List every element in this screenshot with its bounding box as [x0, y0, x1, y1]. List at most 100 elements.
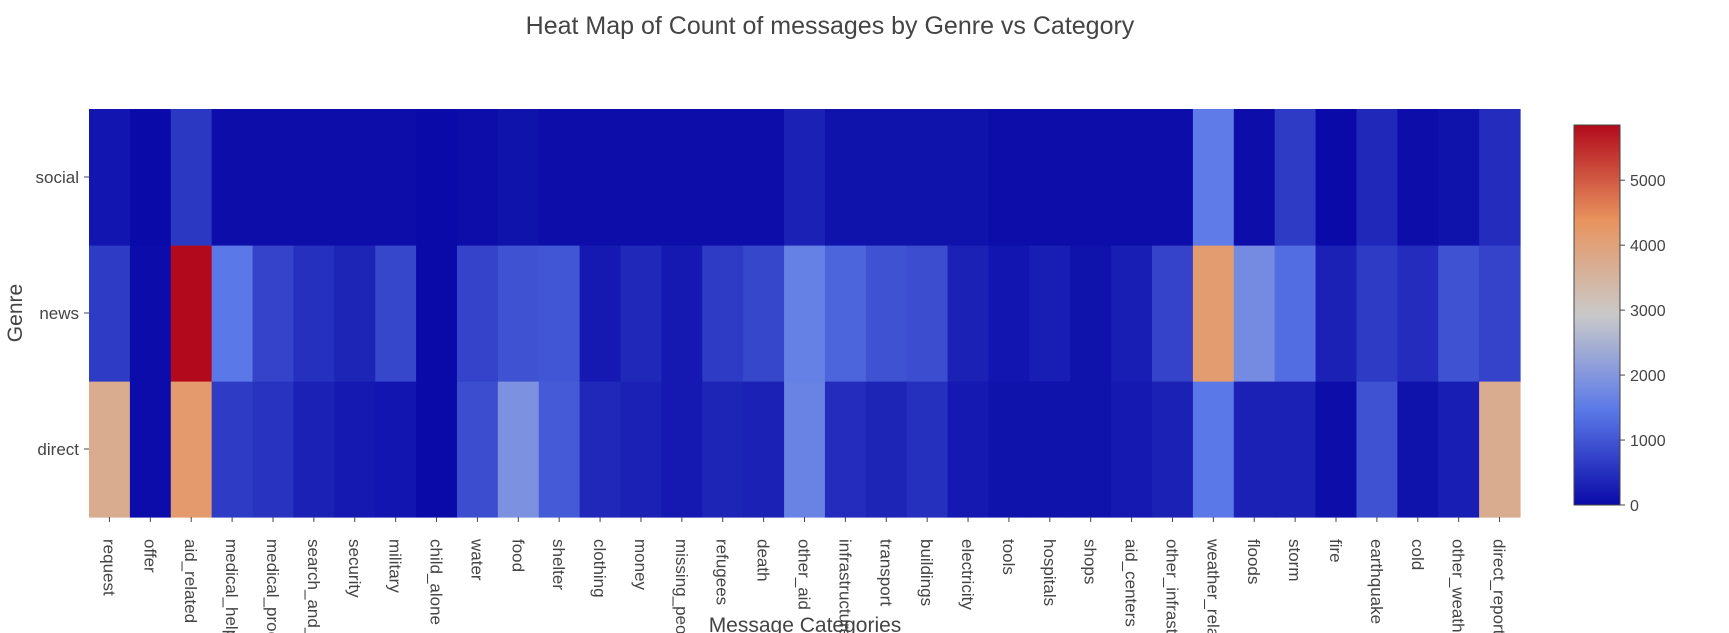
heatmap-cell-news-other_weather: [1438, 245, 1480, 382]
x-tick-label: buildings: [917, 539, 936, 606]
x-tick-label: weather_related: [1203, 538, 1222, 633]
heatmap-cell-direct-other_weather: [1438, 381, 1480, 518]
heatmap-cell-direct-medical_help: [211, 381, 254, 518]
heatmap-cell-direct-other_infrastructure: [1152, 381, 1194, 518]
heatmap-cell-direct-storm: [1274, 381, 1317, 518]
heatmap-cell-social-storm: [1274, 109, 1317, 246]
heatmap-cell-news-security: [334, 245, 376, 382]
heatmap-cell-direct-search_and_rescue: [293, 381, 335, 518]
colorbar-tick-label: 4000: [1630, 238, 1666, 255]
heatmap-cell-news-aid_centers: [1111, 245, 1153, 382]
heatmap-cell-news-other_infrastructure: [1152, 245, 1194, 382]
heatmap-cell-news-infrastructure_related: [824, 245, 867, 382]
x-tick-label: child_alone: [427, 539, 446, 625]
x-tick-label: medical_help: [222, 539, 241, 633]
heatmap-cell-social-other_weather: [1438, 109, 1480, 246]
heatmap-cell-social-water: [456, 109, 499, 246]
heatmap-cell-social-fire: [1315, 109, 1358, 246]
x-tick-label: death: [754, 539, 773, 582]
heatmap-cell-direct-water: [456, 381, 499, 518]
heatmap-cell-social-request: [89, 109, 131, 246]
x-tick-label: infrastructure_related: [835, 539, 854, 633]
heatmap-cell-news-medical_help: [211, 245, 254, 382]
heatmap-cell-direct-shops: [1070, 381, 1112, 518]
heatmap-cell-news-buildings: [906, 245, 949, 382]
x-axis-ticks: request offer aid_related medical_help medic…: [99, 517, 1509, 633]
y-tick-label: social: [36, 168, 79, 187]
heatmap-cell-direct-infrastructure_related: [824, 381, 867, 518]
heatmap-cell-social-other_aid: [784, 109, 826, 246]
heatmap-cell-news-medical_products: [252, 245, 295, 382]
heatmap-cell-news-refugees: [702, 245, 744, 382]
heatmap-cell-direct-medical_products: [252, 381, 295, 518]
heatmap-cell-news-offer: [129, 245, 172, 382]
y-axis-title: Genre: [4, 284, 27, 342]
heatmap-cell-news-missing_people: [661, 245, 703, 382]
heatmap-cell-news-cold: [1397, 245, 1439, 382]
heatmap-cell-direct-direct_report: [1479, 381, 1521, 518]
heatmap-cell-social-military: [375, 109, 417, 246]
heatmap-cell-direct-buildings: [906, 381, 949, 518]
x-tick-label: medical_products: [263, 539, 282, 633]
heatmap-cell-news-tools: [988, 245, 1030, 382]
heatmap-cell-social-cold: [1397, 109, 1439, 246]
x-tick-label: water: [467, 538, 486, 581]
heatmap-cell-direct-offer: [129, 381, 172, 518]
heatmap-cell-direct-electricity: [947, 381, 990, 518]
x-tick-label: direct_report: [1490, 539, 1509, 633]
x-tick-label: floods: [1244, 539, 1263, 584]
colorbar-tick-label: 0: [1630, 498, 1639, 515]
heatmap-cell-news-money: [620, 245, 662, 382]
heatmap-cell-social-shops: [1070, 109, 1112, 246]
x-tick-label: transport: [876, 539, 895, 606]
x-tick-label: storm: [1285, 539, 1304, 582]
heatmap-cell-news-clothing: [579, 245, 622, 382]
x-tick-label: electricity: [958, 539, 977, 610]
heatmap-cell-social-weather_related: [1192, 109, 1235, 246]
heatmap-cell-social-refugees: [702, 109, 744, 246]
heatmap-cell-social-security: [334, 109, 376, 246]
heatmap-cell-social-medical_products: [252, 109, 295, 246]
x-tick-label: aid_centers: [1122, 539, 1141, 627]
x-tick-label: refugees: [713, 539, 732, 605]
heatmap-cell-social-earthquake: [1356, 109, 1398, 246]
colorbar-gradient: [1573, 124, 1621, 506]
x-tick-label: food: [508, 539, 527, 572]
x-tick-label: security: [345, 539, 364, 598]
heatmap-cell-social-floods: [1233, 109, 1276, 246]
heatmap-cell-news-water: [456, 245, 499, 382]
x-tick-label: clothing: [590, 539, 609, 598]
y-axis-ticks: direct news social: [36, 168, 89, 459]
x-tick-label: request: [99, 539, 118, 596]
heatmap-cell-direct-aid_related: [170, 381, 213, 518]
heatmap-cell-news-weather_related: [1192, 245, 1235, 382]
heatmap-cell-direct-transport: [865, 381, 908, 518]
colorbar-tick-label: 1000: [1630, 433, 1666, 450]
heatmap-cell-direct-food: [497, 381, 540, 518]
heatmap-cell-news-child_alone: [416, 245, 458, 382]
x-tick-label: cold: [1408, 539, 1427, 570]
heatmap-cell-news-hospitals: [1029, 245, 1071, 382]
x-tick-label: shops: [1081, 539, 1100, 584]
heatmap-cells: [89, 109, 1521, 518]
x-tick-label: other_aid: [795, 539, 814, 610]
heatmap-cell-news-direct_report: [1479, 245, 1521, 382]
heatmap-cell-social-transport: [865, 109, 908, 246]
heatmap-cell-social-aid_centers: [1111, 109, 1153, 246]
heatmap-cell-direct-request: [89, 381, 131, 518]
heatmap-cell-social-shelter: [538, 109, 581, 246]
heatmap-cell-news-floods: [1233, 245, 1276, 382]
heatmap-cell-news-earthquake: [1356, 245, 1398, 382]
colorbar-tick-label: 2000: [1630, 368, 1666, 385]
heatmap-cell-social-death: [743, 109, 785, 246]
heatmap-cell-news-military: [375, 245, 417, 382]
heatmap-cell-direct-tools: [988, 381, 1030, 518]
heatmap-cell-news-fire: [1315, 245, 1358, 382]
heatmap-cell-direct-earthquake: [1356, 381, 1398, 518]
heatmap-cell-social-aid_related: [170, 109, 213, 246]
heatmap-cell-direct-floods: [1233, 381, 1276, 518]
heatmap-cell-social-medical_help: [211, 109, 254, 246]
heatmap-cell-news-transport: [865, 245, 908, 382]
x-tick-label: military: [386, 539, 405, 593]
